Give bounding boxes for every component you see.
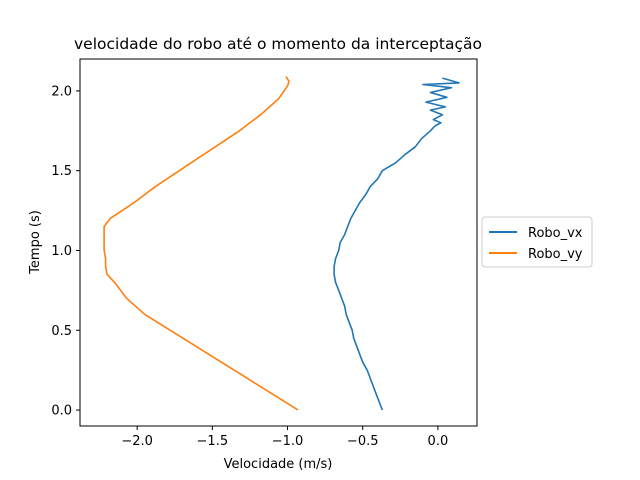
- x-axis-label: Velocidade (m/s): [224, 457, 333, 472]
- legend-box: [481, 216, 593, 268]
- x-tick-label: −2.0: [121, 434, 153, 449]
- y-tick-label: 0.0: [51, 404, 72, 419]
- x-tick-label: −1.0: [272, 434, 304, 449]
- y-tick-label: 1.5: [51, 164, 72, 179]
- axes-frame: [79, 58, 478, 427]
- legend-label-robo-vy: Robo_vy: [528, 247, 583, 262]
- y-tick-label: 1.0: [51, 244, 72, 259]
- series-lines: [103, 76, 460, 411]
- series-line-robo-vy: [103, 76, 299, 411]
- y-axis-label: Tempo (s): [28, 210, 43, 275]
- x-tick-label: −1.5: [197, 434, 229, 449]
- plot-area: [79, 58, 478, 427]
- legend-label-robo-vx: Robo_vx: [528, 226, 583, 241]
- x-axis-ticks: −2.0 −1.5 −1.0 −0.5 0.0: [121, 426, 448, 449]
- legend: Robo_vx Robo_vy: [481, 216, 593, 268]
- x-tick-label: −0.5: [347, 434, 379, 449]
- y-tick-label: 0.5: [51, 324, 72, 339]
- y-axis-ticks: 0.0 0.5 1.0 1.5 2.0: [51, 84, 80, 419]
- x-tick-label: 0.0: [428, 434, 449, 449]
- series-line-robo-vx: [333, 77, 460, 411]
- chart-title: velocidade do robo até o momento da inte…: [74, 35, 482, 53]
- y-tick-label: 2.0: [51, 84, 72, 99]
